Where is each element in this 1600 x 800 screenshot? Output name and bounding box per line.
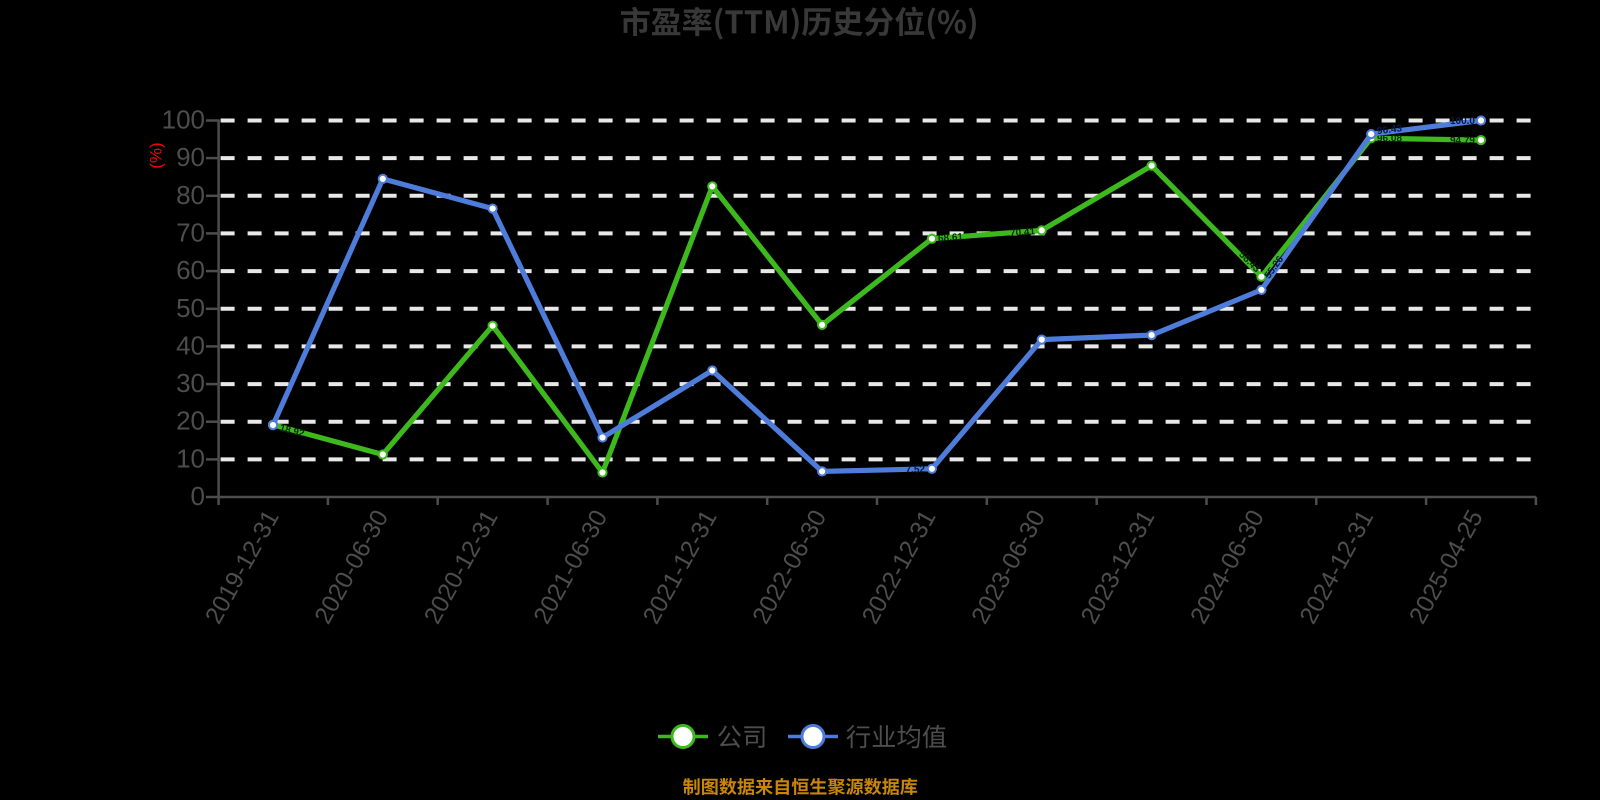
svg-text:100.0: 100.0 xyxy=(1450,116,1475,127)
svg-text:30: 30 xyxy=(176,368,205,398)
svg-text:80: 80 xyxy=(176,180,205,210)
svg-text:0: 0 xyxy=(191,481,205,511)
svg-text:7.52: 7.52 xyxy=(905,464,925,475)
svg-text:94.79: 94.79 xyxy=(1450,136,1475,147)
svg-text:70: 70 xyxy=(176,217,205,247)
svg-text:10: 10 xyxy=(176,443,205,473)
svg-text:(%): (%) xyxy=(147,142,166,168)
svg-text:60: 60 xyxy=(176,255,205,285)
svg-text:90: 90 xyxy=(176,142,205,172)
svg-text:70.41: 70.41 xyxy=(1010,226,1036,239)
svg-text:96.08: 96.08 xyxy=(1377,134,1402,145)
svg-text:68.61: 68.61 xyxy=(938,232,964,245)
svg-text:96.43: 96.43 xyxy=(1376,123,1403,137)
svg-text:20: 20 xyxy=(176,406,205,436)
svg-text:40: 40 xyxy=(176,330,205,360)
svg-text:100: 100 xyxy=(162,105,205,135)
svg-text:50: 50 xyxy=(176,293,205,323)
